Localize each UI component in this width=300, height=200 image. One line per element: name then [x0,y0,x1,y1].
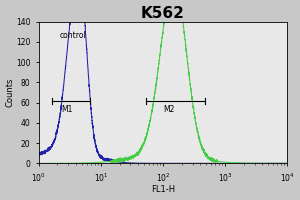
Text: M1: M1 [61,105,73,114]
Text: M2: M2 [164,105,175,114]
X-axis label: FL1-H: FL1-H [151,185,175,194]
Y-axis label: Counts: Counts [6,78,15,107]
Title: K562: K562 [141,6,185,21]
Text: control: control [59,31,86,40]
